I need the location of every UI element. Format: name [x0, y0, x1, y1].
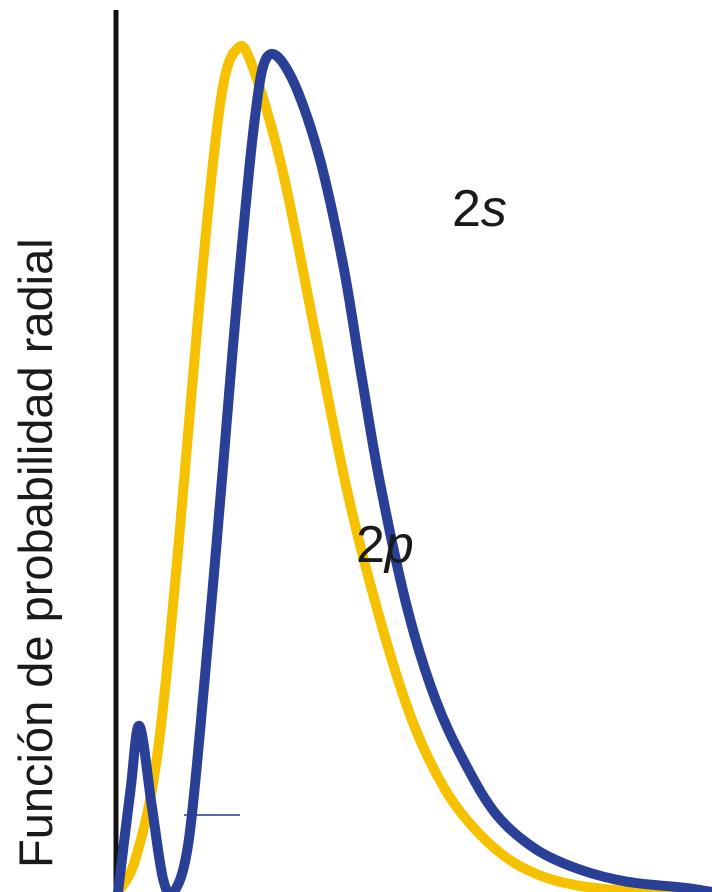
y-axis-label: Función de probabilidad radial	[9, 238, 62, 868]
series-2p-line	[113, 41, 712, 892]
series-2p-label: 2p	[356, 516, 414, 574]
series-2p-label-letter: p	[383, 516, 414, 574]
series-2p-label-number: 2	[356, 516, 385, 574]
series-2s-label-letter: s	[481, 180, 507, 238]
series-2s-label: 2s	[452, 180, 507, 238]
series-2s-label-number: 2	[452, 180, 481, 238]
series-2s-line	[113, 49, 712, 892]
